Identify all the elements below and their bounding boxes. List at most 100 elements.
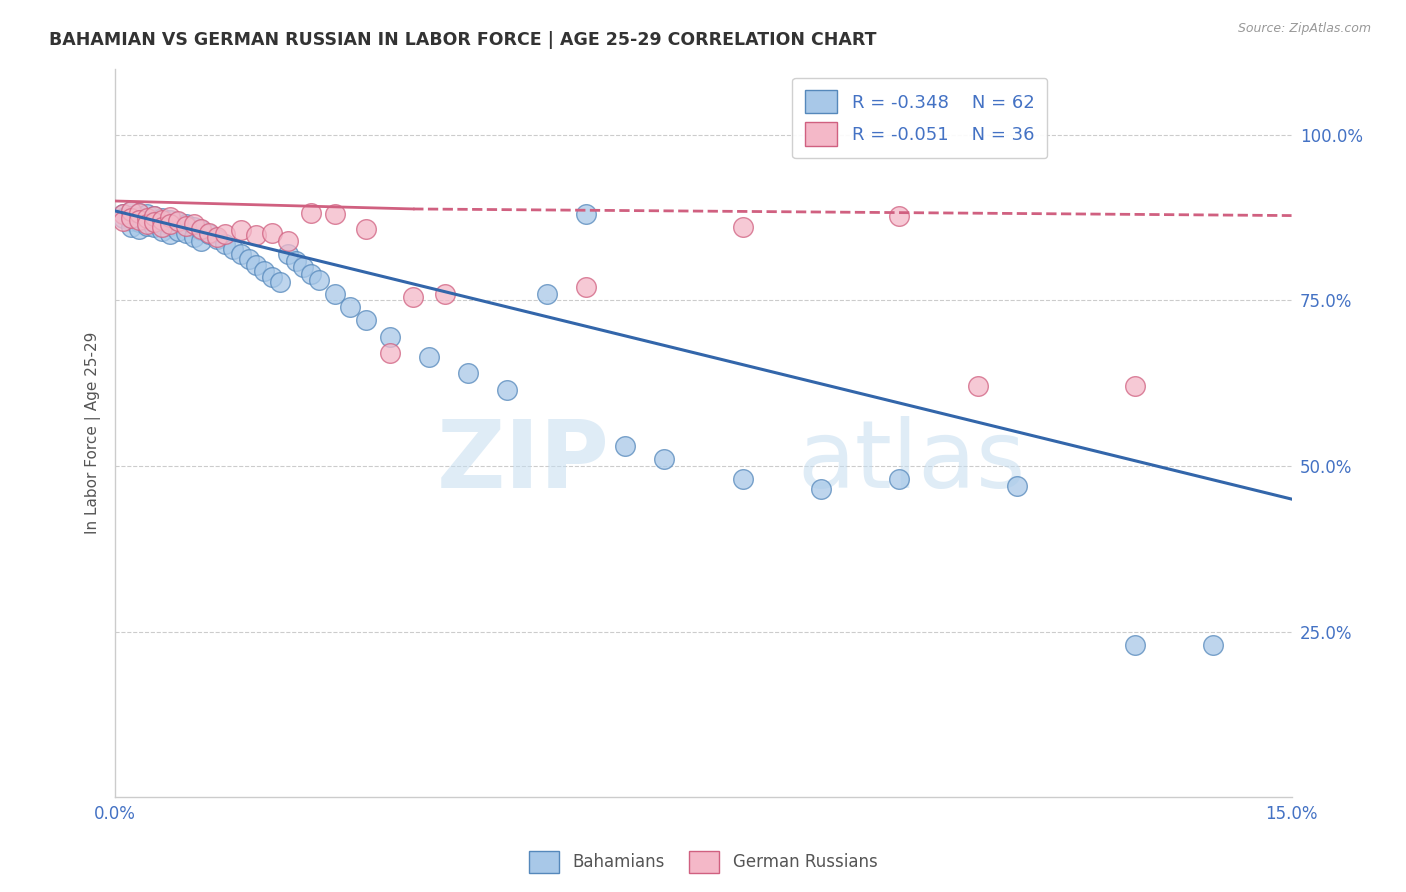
Point	[150, 212, 173, 227]
Text: ZIP: ZIP	[436, 416, 609, 508]
Point	[277, 234, 299, 248]
Point	[323, 286, 346, 301]
Point	[966, 379, 988, 393]
Point	[112, 211, 135, 225]
Point	[1005, 479, 1028, 493]
Point	[214, 227, 236, 241]
Point	[378, 330, 401, 344]
Point	[120, 214, 142, 228]
Point	[245, 258, 267, 272]
Point	[575, 280, 598, 294]
Point	[190, 222, 212, 236]
Point	[229, 247, 252, 261]
Point	[159, 210, 181, 224]
Point	[143, 209, 166, 223]
Point	[143, 214, 166, 228]
Legend: R = -0.348    N = 62, R = -0.051    N = 36: R = -0.348 N = 62, R = -0.051 N = 36	[792, 78, 1047, 158]
Point	[183, 220, 205, 235]
Point	[159, 219, 181, 234]
Point	[889, 472, 911, 486]
Point	[128, 206, 150, 220]
Point	[120, 211, 142, 225]
Point	[339, 300, 361, 314]
Point	[731, 472, 754, 486]
Point	[613, 439, 636, 453]
Point	[167, 214, 190, 228]
Point	[277, 247, 299, 261]
Point	[214, 237, 236, 252]
Point	[284, 253, 307, 268]
Point	[150, 224, 173, 238]
Point	[135, 211, 157, 225]
Point	[120, 203, 142, 218]
Point	[167, 215, 190, 229]
Point	[889, 209, 911, 223]
Point	[269, 275, 291, 289]
Point	[128, 210, 150, 224]
Point	[159, 212, 181, 227]
Point	[183, 230, 205, 244]
Point	[1123, 638, 1146, 652]
Point	[496, 383, 519, 397]
Point	[457, 366, 479, 380]
Point	[112, 207, 135, 221]
Point	[174, 226, 197, 240]
Point	[229, 223, 252, 237]
Point	[652, 452, 675, 467]
Point	[135, 217, 157, 231]
Point	[120, 220, 142, 235]
Point	[183, 217, 205, 231]
Point	[238, 252, 260, 267]
Point	[159, 217, 181, 231]
Point	[292, 260, 315, 275]
Point	[299, 267, 322, 281]
Point	[308, 273, 330, 287]
Point	[260, 226, 283, 240]
Point	[1123, 379, 1146, 393]
Point	[205, 232, 228, 246]
Point	[112, 214, 135, 228]
Point	[810, 482, 832, 496]
Text: Source: ZipAtlas.com: Source: ZipAtlas.com	[1237, 22, 1371, 36]
Point	[135, 207, 157, 221]
Point	[536, 286, 558, 301]
Point	[128, 212, 150, 227]
Point	[174, 217, 197, 231]
Point	[143, 220, 166, 235]
Point	[112, 207, 135, 221]
Y-axis label: In Labor Force | Age 25-29: In Labor Force | Age 25-29	[86, 332, 101, 534]
Point	[128, 206, 150, 220]
Point	[402, 290, 425, 304]
Point	[731, 220, 754, 235]
Point	[135, 219, 157, 234]
Point	[167, 224, 190, 238]
Point	[354, 222, 377, 236]
Point	[260, 269, 283, 284]
Point	[190, 234, 212, 248]
Point	[150, 211, 173, 225]
Point	[245, 228, 267, 243]
Point	[205, 230, 228, 244]
Point	[253, 263, 276, 277]
Legend: Bahamians, German Russians: Bahamians, German Russians	[522, 845, 884, 880]
Point	[143, 209, 166, 223]
Point	[159, 227, 181, 241]
Point	[198, 227, 221, 241]
Point	[575, 207, 598, 221]
Point	[1202, 638, 1225, 652]
Point	[354, 313, 377, 327]
Point	[135, 212, 157, 227]
Point	[120, 209, 142, 223]
Point	[198, 226, 221, 240]
Point	[299, 206, 322, 220]
Point	[120, 203, 142, 218]
Point	[150, 220, 173, 235]
Point	[378, 346, 401, 360]
Point	[433, 286, 456, 301]
Point	[128, 215, 150, 229]
Text: atlas: atlas	[797, 416, 1026, 508]
Point	[150, 217, 173, 231]
Point	[128, 222, 150, 236]
Point	[323, 207, 346, 221]
Text: BAHAMIAN VS GERMAN RUSSIAN IN LABOR FORCE | AGE 25-29 CORRELATION CHART: BAHAMIAN VS GERMAN RUSSIAN IN LABOR FORC…	[49, 31, 877, 49]
